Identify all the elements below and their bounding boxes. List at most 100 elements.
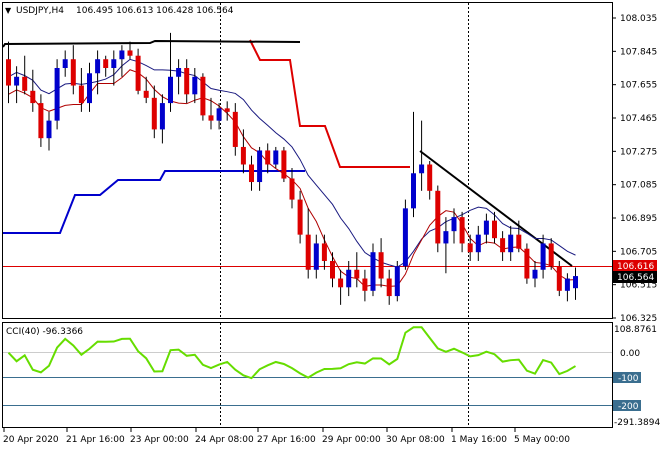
price-tick-label: 107.655 <box>620 81 657 91</box>
candle-body <box>103 59 109 68</box>
candle[interactable] <box>483 213 489 244</box>
candle[interactable] <box>508 225 514 261</box>
candle[interactable] <box>30 69 36 112</box>
candle[interactable] <box>257 146 263 191</box>
candle[interactable] <box>402 199 408 270</box>
candle[interactable] <box>386 269 392 305</box>
candle[interactable] <box>22 55 28 95</box>
candle[interactable] <box>532 260 538 288</box>
candle[interactable] <box>87 62 92 112</box>
candle[interactable] <box>443 217 449 274</box>
candle-body <box>168 76 173 104</box>
candle[interactable] <box>151 85 157 139</box>
candle[interactable] <box>321 234 327 270</box>
red-trailing-stop-line <box>249 39 410 168</box>
collapse-arrow-icon[interactable]: ▼ <box>5 6 12 15</box>
candle-body <box>78 85 84 104</box>
candle-body <box>240 146 246 165</box>
candle[interactable] <box>419 120 425 191</box>
candle[interactable] <box>54 59 60 130</box>
candlesticks[interactable] <box>6 32 578 305</box>
candle[interactable] <box>435 185 441 253</box>
candle-body <box>386 278 392 297</box>
candle[interactable] <box>176 59 182 95</box>
candle[interactable] <box>192 68 198 104</box>
candle[interactable] <box>330 252 335 288</box>
candle[interactable] <box>208 97 214 130</box>
candle-body <box>467 243 473 253</box>
time-tick-label: 27 Apr 16:00 <box>257 435 316 445</box>
candle[interactable] <box>216 103 222 130</box>
candle[interactable] <box>119 45 125 77</box>
candle[interactable] <box>14 66 20 104</box>
candle[interactable] <box>168 32 173 112</box>
candle-body <box>200 76 206 116</box>
price-axis: 108.035 107.845 107.655 107.465 107.275 107.0… <box>612 14 657 324</box>
price-tick-label: 107.465 <box>620 114 657 124</box>
candle[interactable] <box>281 146 287 183</box>
candle[interactable] <box>103 55 109 77</box>
candle-body <box>419 164 425 174</box>
candle-body <box>62 59 68 68</box>
candle[interactable] <box>451 208 457 244</box>
candle-body <box>46 120 52 139</box>
candle-body <box>38 103 44 139</box>
candle[interactable] <box>135 48 141 95</box>
candle[interactable] <box>548 238 554 270</box>
candle[interactable] <box>556 260 562 297</box>
candle[interactable] <box>467 234 473 261</box>
candle[interactable] <box>394 260 400 302</box>
candle[interactable] <box>143 76 149 104</box>
candle[interactable] <box>232 103 238 156</box>
candle[interactable] <box>500 231 506 261</box>
candle[interactable] <box>516 220 522 253</box>
candle[interactable] <box>70 45 76 95</box>
candle[interactable] <box>265 143 271 174</box>
candle-body <box>305 234 311 270</box>
candle-body <box>257 150 263 183</box>
candle[interactable] <box>289 168 295 209</box>
cci-panel[interactable] <box>2 322 613 428</box>
price-panel[interactable] <box>2 2 613 319</box>
candle[interactable] <box>427 160 433 200</box>
candle[interactable] <box>127 41 133 60</box>
candle[interactable] <box>411 111 416 218</box>
candle-body <box>451 217 457 232</box>
candle[interactable] <box>362 269 368 302</box>
candle[interactable] <box>297 190 303 244</box>
candle[interactable] <box>111 50 117 86</box>
candle[interactable] <box>354 252 360 288</box>
candle-body <box>516 234 522 249</box>
candle[interactable] <box>224 101 230 121</box>
candle[interactable] <box>459 211 465 253</box>
candle[interactable] <box>346 260 352 297</box>
candle[interactable] <box>573 267 578 300</box>
candle-body <box>321 243 327 261</box>
candle[interactable] <box>338 269 344 305</box>
candle[interactable] <box>249 155 254 191</box>
candle[interactable] <box>78 68 84 112</box>
candle[interactable] <box>159 94 165 144</box>
candle[interactable] <box>305 208 311 279</box>
candle[interactable] <box>475 225 481 261</box>
candle[interactable] <box>240 129 246 174</box>
candle[interactable] <box>313 234 319 279</box>
candle[interactable] <box>200 73 206 121</box>
candle[interactable] <box>62 50 68 77</box>
candle[interactable] <box>273 146 279 168</box>
last-price-badge <box>613 271 657 283</box>
candle[interactable] <box>378 238 384 288</box>
candle[interactable] <box>38 94 44 147</box>
candle[interactable] <box>524 243 530 284</box>
candle[interactable] <box>46 111 52 151</box>
candle[interactable] <box>6 41 11 104</box>
candle[interactable] <box>540 234 546 279</box>
candle[interactable] <box>95 50 101 95</box>
time-tick-label: 1 May 16:00 <box>451 435 507 445</box>
candle[interactable] <box>564 273 570 302</box>
cci-axis-max: 108.8761 <box>614 325 657 335</box>
candle[interactable] <box>184 59 190 104</box>
candle[interactable] <box>492 211 497 244</box>
candle[interactable] <box>370 243 376 297</box>
